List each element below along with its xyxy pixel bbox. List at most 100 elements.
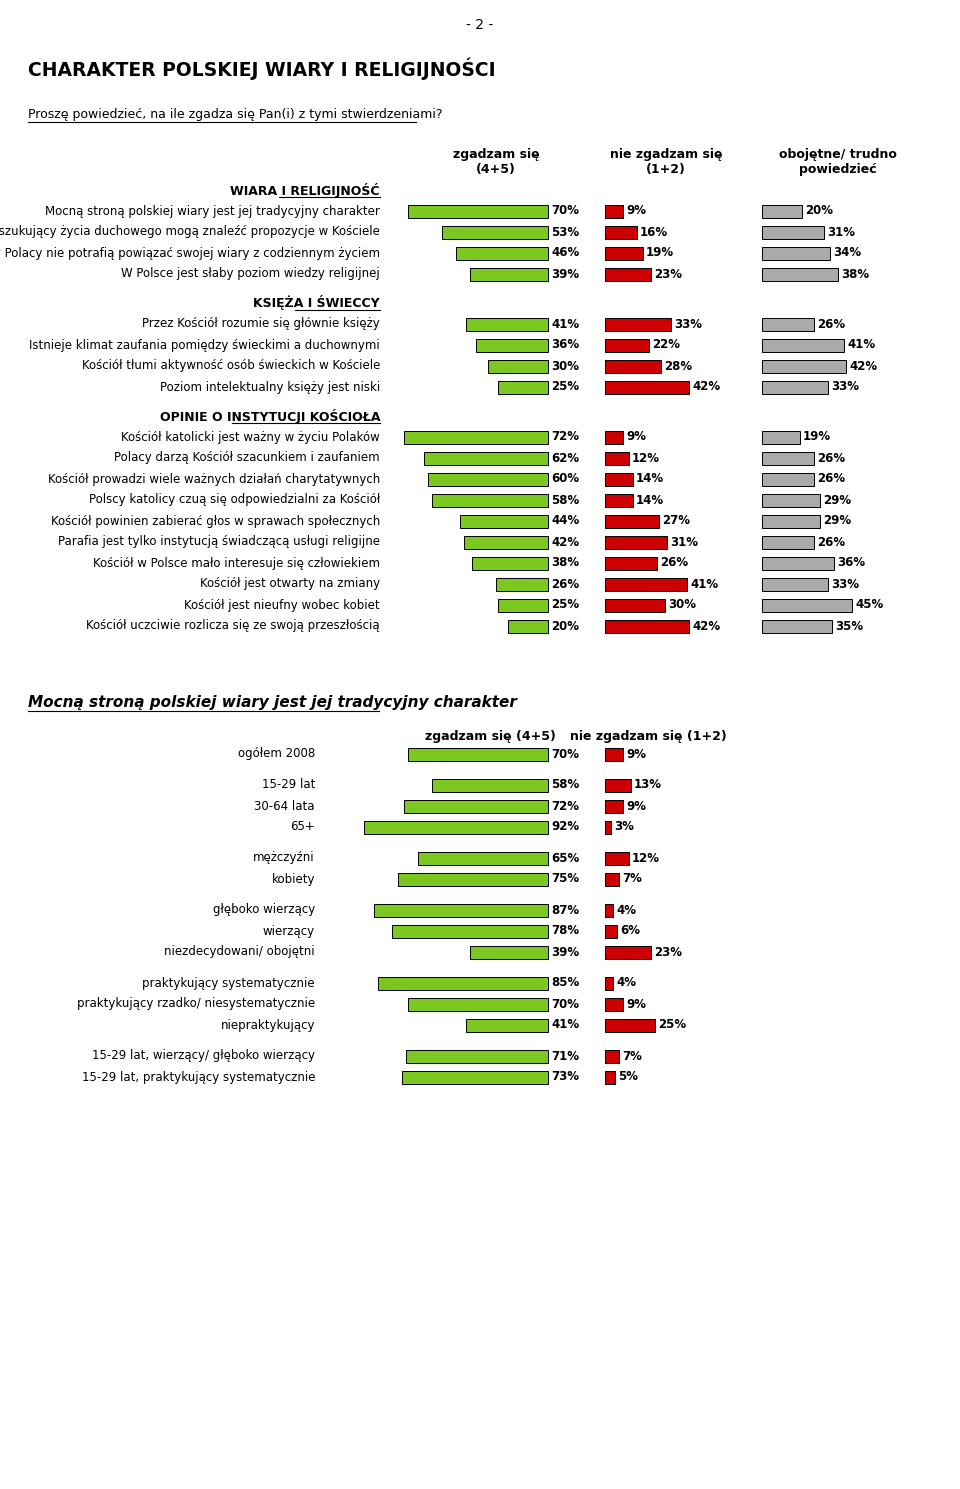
FancyBboxPatch shape [605,946,651,959]
Text: 7%: 7% [622,873,642,886]
FancyBboxPatch shape [762,536,814,548]
FancyBboxPatch shape [762,338,844,351]
Text: 22%: 22% [652,338,680,351]
Text: 44%: 44% [551,515,579,527]
FancyBboxPatch shape [408,204,548,217]
FancyBboxPatch shape [605,619,689,633]
Text: 3%: 3% [614,820,634,834]
Text: Istnieje klimat zaufania pomiędzy świeckimi a duchownymi: Istnieje klimat zaufania pomiędzy świeck… [29,338,380,351]
FancyBboxPatch shape [762,472,814,485]
FancyBboxPatch shape [496,578,548,591]
Text: Kościół tłumi aktywność osób świeckich w Kościele: Kościół tłumi aktywność osób świeckich w… [82,359,380,372]
FancyBboxPatch shape [762,619,832,633]
FancyBboxPatch shape [605,451,629,465]
Text: 33%: 33% [674,317,702,331]
Text: 38%: 38% [841,268,869,280]
FancyBboxPatch shape [762,578,828,591]
Text: 26%: 26% [817,451,845,465]
Text: 38%: 38% [551,557,579,569]
Text: 30%: 30% [551,359,579,372]
Text: 33%: 33% [831,578,859,591]
Text: Kościół katolicki jest ważny w życiu Polaków: Kościół katolicki jest ważny w życiu Pol… [121,430,380,444]
Text: 28%: 28% [664,359,692,372]
Text: Poszukujący życia duchowego mogą znaleźć propozycje w Kościele: Poszukujący życia duchowego mogą znaleźć… [0,225,380,238]
Text: 65%: 65% [551,852,579,865]
FancyBboxPatch shape [605,1071,615,1084]
FancyBboxPatch shape [605,977,613,990]
Text: 72%: 72% [551,800,579,813]
Text: 16%: 16% [640,225,668,238]
FancyBboxPatch shape [408,998,548,1011]
Text: Kościół powinien zabierać głos w sprawach społecznych: Kościół powinien zabierać głos w sprawac… [51,515,380,527]
Text: Proszę powiedzieć, na ile zgadza się Pan(i) z tymi stwierdzeniami?: Proszę powiedzieć, na ile zgadza się Pan… [28,109,443,121]
Text: 7%: 7% [622,1050,642,1063]
FancyBboxPatch shape [424,451,548,465]
Text: 87%: 87% [551,904,579,917]
Text: 65+: 65+ [290,820,315,834]
Text: 15-29 lat, praktykujący systematycznie: 15-29 lat, praktykujący systematycznie [82,1071,315,1084]
Text: 36%: 36% [551,338,579,351]
Text: 41%: 41% [551,317,579,331]
Text: KSIĘŻA I ŚWIECCY: KSIĘŻA I ŚWIECCY [253,295,380,311]
Text: Polscy katolicy czuą się odpowiedzialni za Kościół: Polscy katolicy czuą się odpowiedzialni … [88,493,380,506]
Text: Kościół w Polsce mało interesuje się człowiekiem: Kościół w Polsce mało interesuje się czł… [93,557,380,569]
FancyBboxPatch shape [378,977,548,990]
Text: 13%: 13% [634,779,662,792]
FancyBboxPatch shape [605,225,637,238]
Text: Wierzący Polacy nie potrafią powiązać swojej wiary z codziennym życiem: Wierzący Polacy nie potrafią powiązać sw… [0,247,380,259]
Text: 27%: 27% [662,515,690,527]
Text: 25%: 25% [551,599,579,612]
FancyBboxPatch shape [392,925,548,938]
FancyBboxPatch shape [605,536,667,548]
Text: 39%: 39% [551,268,579,280]
Text: 72%: 72% [551,430,579,444]
Text: Mocną stroną polskiej wiary jest jej tradycyjny charakter: Mocną stroną polskiej wiary jest jej tra… [28,695,516,710]
Text: 70%: 70% [551,204,579,217]
FancyBboxPatch shape [605,578,687,591]
Text: niepraktykujący: niepraktykujący [221,1018,315,1032]
Text: WIARA I RELIGIJNOŚĆ: WIARA I RELIGIJNOŚĆ [230,183,380,198]
Text: 9%: 9% [626,998,646,1011]
Text: 15-29 lat, wierzący/ głęboko wierzący: 15-29 lat, wierzący/ głęboko wierzący [92,1050,315,1063]
FancyBboxPatch shape [605,359,661,372]
Text: 6%: 6% [620,925,640,938]
Text: 58%: 58% [551,779,579,792]
Text: ogółem 2008: ogółem 2008 [238,747,315,761]
FancyBboxPatch shape [498,381,548,393]
Text: zgadzam się (4+5): zgadzam się (4+5) [424,730,556,743]
Text: 92%: 92% [551,820,579,834]
Text: 41%: 41% [551,1018,579,1032]
Text: niezdecydowani/ obojętni: niezdecydowani/ obojętni [164,946,315,959]
Text: Kościół prowadzi wiele ważnych działań charytatywnych: Kościół prowadzi wiele ważnych działań c… [48,472,380,485]
Text: 71%: 71% [551,1050,579,1063]
Text: 4%: 4% [616,904,636,917]
Text: 42%: 42% [849,359,877,372]
FancyBboxPatch shape [406,1050,548,1063]
Text: 26%: 26% [817,317,845,331]
FancyBboxPatch shape [442,225,548,238]
FancyBboxPatch shape [466,317,548,331]
Text: 20%: 20% [551,619,579,633]
Text: 14%: 14% [636,472,664,485]
Text: 14%: 14% [636,493,664,506]
FancyBboxPatch shape [605,800,623,813]
Text: 46%: 46% [551,247,579,259]
Text: - 2 -: - 2 - [467,18,493,31]
Text: 60%: 60% [551,472,579,485]
Text: Polacy darzą Kościół szacunkiem i zaufaniem: Polacy darzą Kościół szacunkiem i zaufan… [114,451,380,465]
FancyBboxPatch shape [605,515,659,527]
Text: 25%: 25% [551,381,579,393]
Text: 5%: 5% [618,1071,638,1084]
Text: 41%: 41% [847,338,876,351]
Text: 78%: 78% [551,925,579,938]
Text: 85%: 85% [551,977,579,990]
Text: 20%: 20% [805,204,833,217]
Text: 29%: 29% [823,515,852,527]
Text: 4%: 4% [616,977,636,990]
FancyBboxPatch shape [456,247,548,259]
FancyBboxPatch shape [404,800,548,813]
FancyBboxPatch shape [476,338,548,351]
FancyBboxPatch shape [605,430,623,444]
FancyBboxPatch shape [432,493,548,506]
FancyBboxPatch shape [762,493,820,506]
